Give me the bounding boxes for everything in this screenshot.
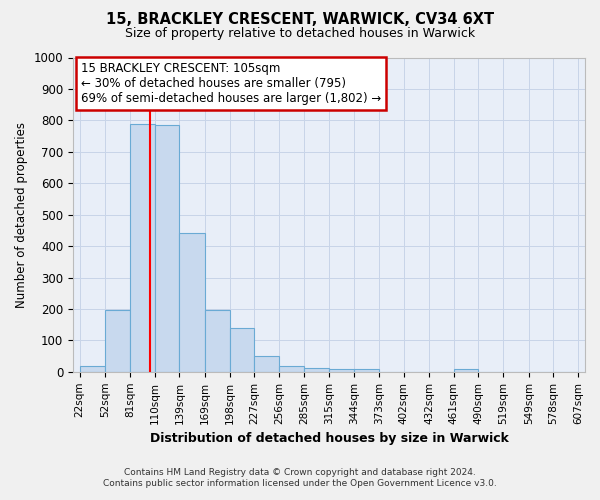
Bar — [279, 366, 304, 372]
Y-axis label: Number of detached properties: Number of detached properties — [15, 122, 28, 308]
Text: Size of property relative to detached houses in Warwick: Size of property relative to detached ho… — [125, 28, 475, 40]
Text: 15 BRACKLEY CRESCENT: 105sqm
← 30% of detached houses are smaller (795)
69% of s: 15 BRACKLEY CRESCENT: 105sqm ← 30% of de… — [80, 62, 381, 105]
Bar — [254, 356, 279, 372]
Bar — [454, 368, 478, 372]
Bar — [80, 366, 105, 372]
Bar — [105, 310, 130, 372]
Bar — [354, 368, 379, 372]
Bar — [205, 310, 230, 372]
Bar — [230, 328, 254, 372]
Bar — [179, 232, 205, 372]
Bar — [155, 125, 179, 372]
Text: Contains HM Land Registry data © Crown copyright and database right 2024.
Contai: Contains HM Land Registry data © Crown c… — [103, 468, 497, 487]
Bar — [130, 124, 155, 372]
X-axis label: Distribution of detached houses by size in Warwick: Distribution of detached houses by size … — [149, 432, 508, 445]
Text: 15, BRACKLEY CRESCENT, WARWICK, CV34 6XT: 15, BRACKLEY CRESCENT, WARWICK, CV34 6XT — [106, 12, 494, 28]
Bar — [329, 368, 354, 372]
Bar — [304, 368, 329, 372]
